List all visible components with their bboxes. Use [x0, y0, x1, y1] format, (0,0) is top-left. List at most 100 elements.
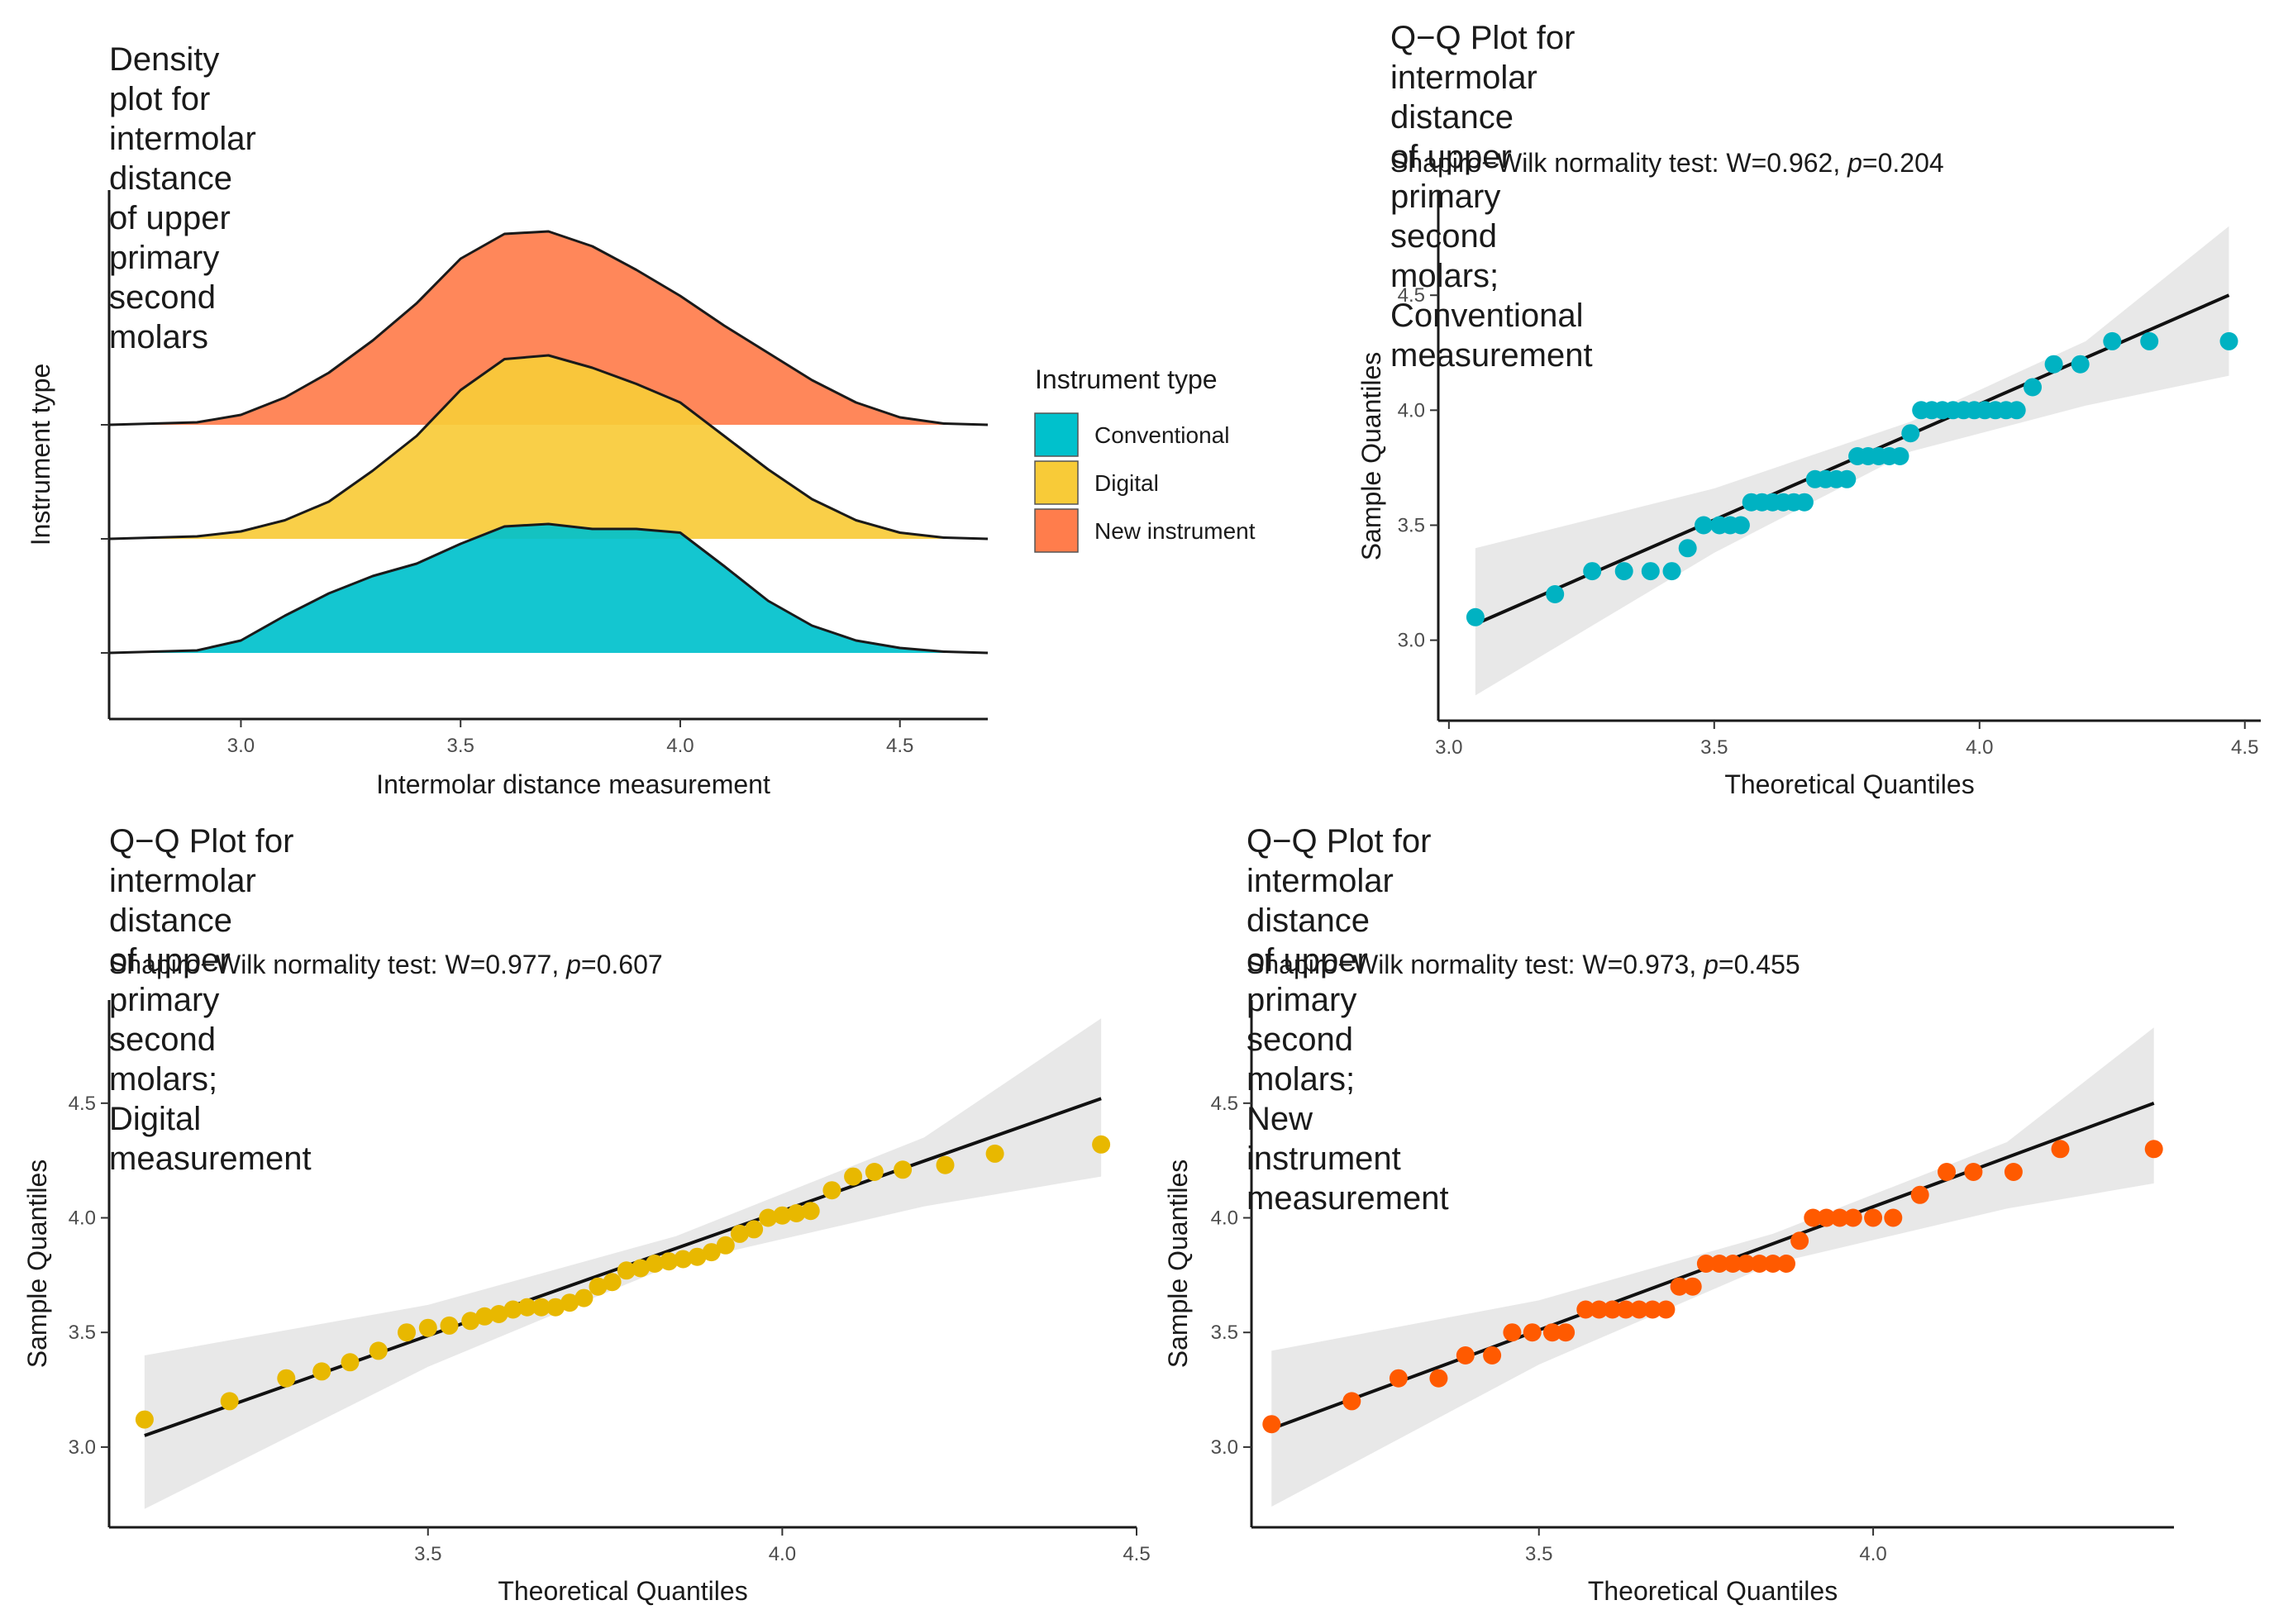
qq-point [440, 1316, 459, 1335]
qq-point [1542, 1323, 1561, 1342]
qq-point [341, 1353, 360, 1372]
p-value: =0.204 [1862, 148, 1944, 178]
x-tick-label: 4.5 [2231, 736, 2258, 759]
qq-point [503, 1300, 522, 1319]
qq-new-instrument-chart: 3.0 3.5 4.0 4.5 3.5 4.0 Theoretical Quantiles S… [1163, 1000, 2174, 1606]
qq-point [773, 1206, 792, 1225]
y-tick-label: 3.0 [1211, 1436, 1238, 1459]
qq-point [865, 1163, 884, 1181]
qq-point [688, 1247, 707, 1266]
qq-point [1750, 1255, 1769, 1273]
qq-point [936, 1155, 955, 1174]
qq-point [1795, 493, 1814, 512]
qq-point [2007, 401, 2026, 420]
y-tick-label: 3.5 [69, 1322, 96, 1344]
y-axis-label: Sample Quantiles [22, 1160, 52, 1369]
qq-point [1556, 1323, 1576, 1342]
qq-point [759, 1208, 778, 1227]
p-value: =0.455 [1718, 950, 1800, 979]
qq-point [1777, 1255, 1795, 1273]
y-tick-label: 3.0 [69, 1436, 96, 1459]
legend-title: Instrument type [1035, 364, 1218, 394]
qq-point [1804, 1208, 1823, 1227]
qq-point [1830, 1208, 1849, 1227]
qq-point [1503, 1323, 1522, 1342]
density-ridge-digital [109, 355, 988, 539]
p-symbol: p [1847, 148, 1862, 178]
qq-conventional-subtitle: Shapiro−Wilk normality test: W=0.962, p=… [1390, 147, 1944, 179]
qq-point [517, 1298, 536, 1317]
qq-point [631, 1259, 650, 1278]
qq-point [894, 1160, 913, 1179]
qq-point [1678, 539, 1697, 558]
y-axis-label: Instrument type [26, 364, 55, 546]
qq-point [1630, 1300, 1648, 1319]
qq-point [461, 1312, 480, 1331]
qq-point [702, 1243, 721, 1262]
y-tick-label: 4.5 [1398, 284, 1425, 307]
legend-label-1: Digital [1094, 470, 1159, 496]
qq-point [1576, 1300, 1595, 1319]
x-tick-label: 4.0 [666, 735, 694, 757]
qq-point [1643, 1300, 1662, 1319]
qq-point [2044, 355, 2063, 374]
p-symbol: p [1704, 950, 1719, 979]
qq-conventional-title: Q−Q Plot for intermolar distance of uppe… [1390, 20, 1593, 374]
qq-point [1843, 1208, 1862, 1227]
qq-point [2024, 378, 2042, 397]
qq-point [2140, 331, 2159, 350]
qq-point [787, 1204, 806, 1222]
qq-point [546, 1298, 565, 1317]
qq-point [2004, 1163, 2023, 1181]
qq-point [1790, 1231, 1809, 1250]
qq-point [2071, 355, 2090, 374]
x-tick-label: 4.5 [886, 735, 913, 757]
x-tick-label: 3.0 [227, 735, 255, 757]
density-outline-digital [108, 354, 989, 541]
qq-point [660, 1252, 679, 1271]
p-value: =0.607 [580, 950, 663, 979]
qq-point [475, 1307, 494, 1326]
y-axis-label: Sample Quantiles [1356, 352, 1386, 561]
qq-point [1523, 1323, 1542, 1342]
legend-swatch-0 [1034, 412, 1079, 457]
qq-point [220, 1392, 239, 1411]
legend-swatch-2 [1034, 508, 1079, 553]
x-axis-label: Intermolar distance measurement [376, 769, 770, 799]
y-tick-label: 3.5 [1211, 1322, 1238, 1344]
qq-point [135, 1410, 154, 1429]
qq-point [560, 1293, 579, 1312]
x-tick-label: 3.0 [1435, 736, 1462, 759]
qq-point [489, 1305, 508, 1323]
p-symbol: p [566, 950, 581, 979]
density-title: Density plot for intermolar distance of … [109, 41, 256, 355]
x-tick-label: 3.5 [447, 735, 474, 757]
qq-point [1737, 1255, 1756, 1273]
subtitle-prefix: Shapiro−Wilk normality test: W=0.977, [109, 950, 567, 979]
qq-point [1583, 562, 1602, 581]
qq-point [1092, 1135, 1111, 1154]
x-tick-label: 4.0 [1966, 736, 1993, 759]
density-outline-conventional [108, 522, 989, 655]
qq-point [1614, 562, 1633, 581]
x-tick-label: 3.5 [1700, 736, 1728, 759]
qq-point [1262, 1415, 1281, 1434]
legend-label-2: New instrument [1094, 518, 1256, 544]
qq-point [617, 1261, 636, 1280]
x-tick-label: 4.0 [769, 1543, 796, 1565]
qq-point [1695, 516, 1713, 535]
y-tick-label: 4.5 [1211, 1093, 1238, 1115]
qq-new-instrument-title: Q−Q Plot for intermolar distance of uppe… [1247, 823, 1449, 1217]
subtitle-prefix: Shapiro−Wilk normality test: W=0.973, [1247, 950, 1704, 979]
qq-point [1763, 1255, 1782, 1273]
qq-point [369, 1341, 388, 1360]
qq-point [1817, 1208, 1836, 1227]
qq-point [1910, 1185, 1929, 1204]
qq-point [844, 1167, 863, 1186]
qq-point [674, 1250, 693, 1269]
qq-point [1342, 1392, 1361, 1411]
y-tick-label: 4.0 [69, 1207, 96, 1230]
qq-point [2219, 331, 2238, 350]
y-tick-label: 3.5 [1398, 514, 1425, 536]
qq-point [398, 1323, 416, 1342]
